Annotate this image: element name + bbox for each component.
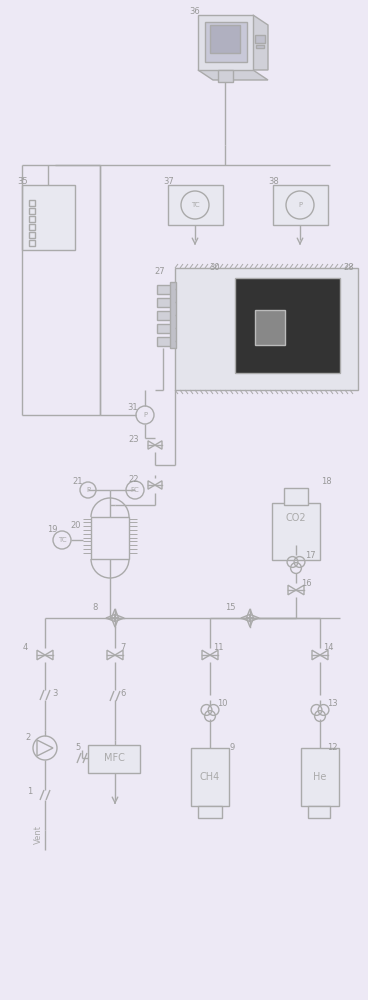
Text: 3: 3 <box>52 688 58 698</box>
Bar <box>218 70 233 82</box>
Bar <box>198 806 222 818</box>
Bar <box>284 488 308 505</box>
Bar <box>170 282 176 348</box>
Text: 12: 12 <box>327 744 337 752</box>
Bar <box>22 185 75 250</box>
Bar <box>210 25 240 53</box>
Bar <box>205 22 247 62</box>
Bar <box>157 298 171 307</box>
Text: 20: 20 <box>71 520 81 530</box>
Text: 2: 2 <box>25 734 31 742</box>
Text: 30: 30 <box>210 263 220 272</box>
Text: He: He <box>313 772 327 782</box>
Bar <box>157 337 171 346</box>
Bar <box>235 278 340 373</box>
Bar <box>88 745 140 773</box>
Text: 23: 23 <box>128 436 139 444</box>
Text: 5: 5 <box>75 744 81 752</box>
Text: P: P <box>143 412 147 418</box>
Text: 31: 31 <box>128 403 138 412</box>
Bar <box>91 517 129 559</box>
Text: 4: 4 <box>22 644 28 652</box>
Text: FC: FC <box>131 487 139 493</box>
Text: 14: 14 <box>323 644 333 652</box>
Bar <box>256 45 264 48</box>
Bar <box>272 503 320 560</box>
Bar <box>175 268 358 390</box>
Bar <box>157 324 171 333</box>
Bar <box>168 185 223 225</box>
Text: P: P <box>298 202 302 208</box>
Text: 21: 21 <box>73 477 83 486</box>
Text: 18: 18 <box>321 478 332 487</box>
Text: CH4: CH4 <box>200 772 220 782</box>
Text: 13: 13 <box>327 698 337 708</box>
Text: 16: 16 <box>301 580 311 588</box>
Bar <box>29 208 35 214</box>
Text: MFC: MFC <box>103 753 124 763</box>
Bar <box>29 240 35 246</box>
Bar <box>301 748 339 806</box>
Polygon shape <box>253 15 268 70</box>
Polygon shape <box>198 70 268 80</box>
Bar <box>29 216 35 222</box>
Text: 1: 1 <box>27 788 33 796</box>
Text: 15: 15 <box>225 603 235 612</box>
Text: I: I <box>268 322 272 334</box>
Text: 35: 35 <box>17 178 28 186</box>
Text: 22: 22 <box>128 476 138 485</box>
Text: 17: 17 <box>305 552 315 560</box>
Text: 37: 37 <box>163 178 174 186</box>
Bar <box>255 310 285 345</box>
Text: 27: 27 <box>154 267 165 276</box>
Bar <box>29 224 35 230</box>
Text: 9: 9 <box>229 744 235 752</box>
Bar <box>308 806 330 818</box>
Text: TC: TC <box>191 202 199 208</box>
Bar <box>29 200 35 206</box>
Bar <box>157 285 171 294</box>
Text: Vent: Vent <box>33 826 42 844</box>
Text: 19: 19 <box>47 526 57 534</box>
Text: 11: 11 <box>213 644 223 652</box>
Bar <box>29 232 35 238</box>
Bar <box>157 311 171 320</box>
Text: 10: 10 <box>217 698 227 708</box>
Bar <box>255 35 265 43</box>
Text: 8: 8 <box>92 603 98 612</box>
Text: 38: 38 <box>268 178 279 186</box>
Text: P: P <box>86 487 90 493</box>
Text: 7: 7 <box>120 644 126 652</box>
Text: 28: 28 <box>343 263 354 272</box>
Bar <box>273 185 328 225</box>
Text: 36: 36 <box>190 7 200 16</box>
Bar <box>198 15 253 70</box>
Text: TC: TC <box>58 537 66 543</box>
Text: CO2: CO2 <box>286 513 306 523</box>
Bar <box>191 748 229 806</box>
Text: 6: 6 <box>120 688 126 698</box>
